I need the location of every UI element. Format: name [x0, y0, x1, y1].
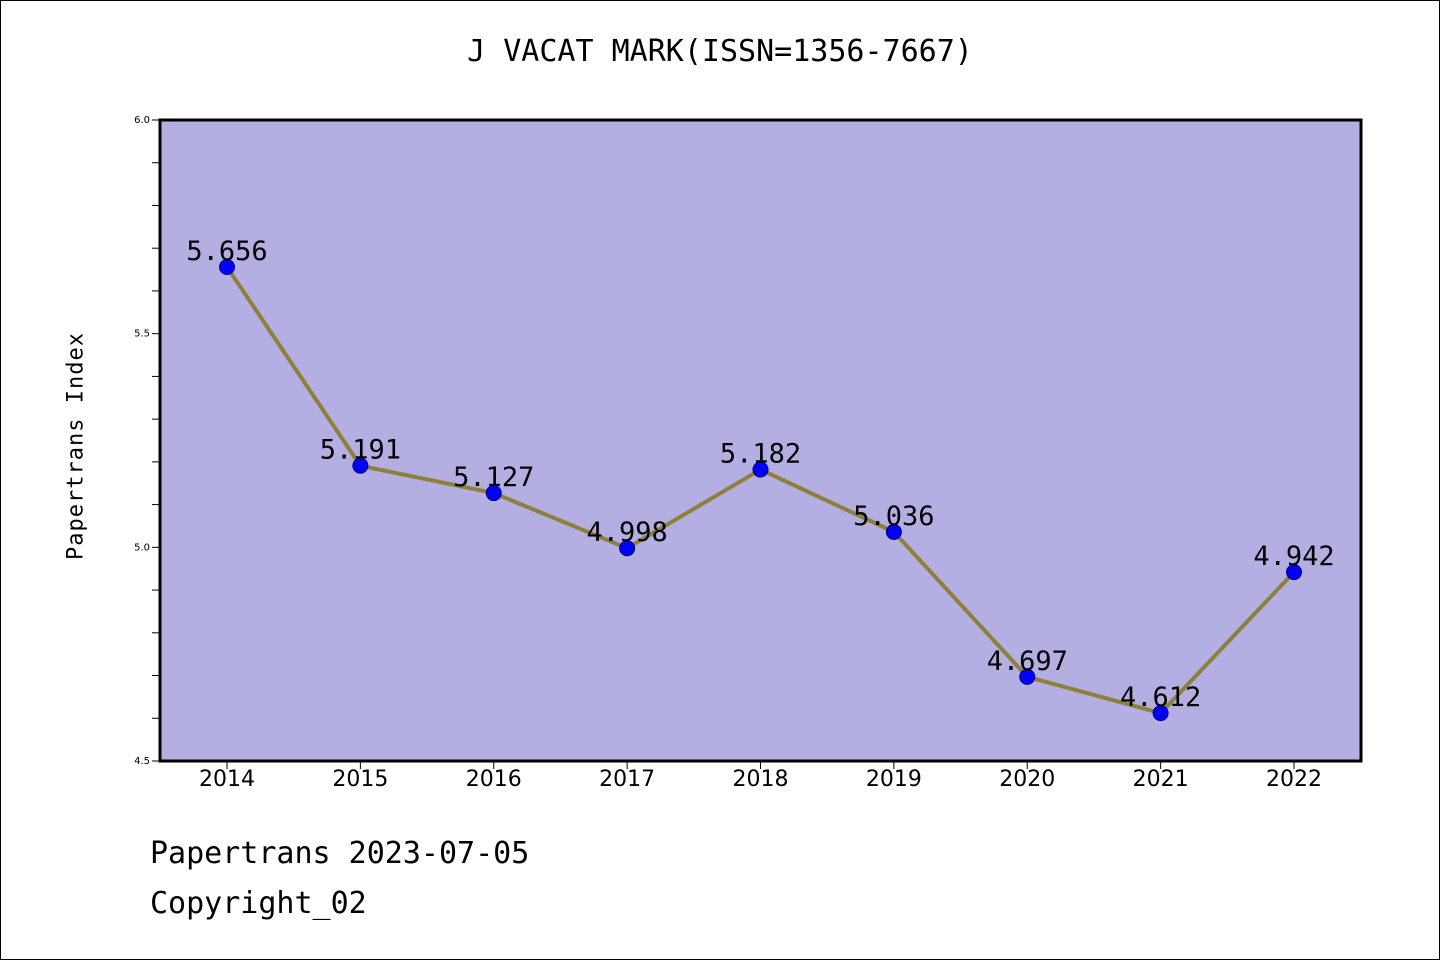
y-axis-ticks: 4.5 5.0 5.5 6.0	[134, 115, 160, 767]
data-label: 5.656	[186, 236, 267, 267]
data-point	[352, 457, 369, 474]
y-tick-label: 5.5	[134, 329, 150, 340]
x-tick-label: 2020	[999, 767, 1055, 792]
chart-title: J VACAT MARK(ISSN=1356-7667)	[467, 34, 973, 69]
x-tick-label: 2014	[199, 767, 255, 792]
x-tick-label: 2016	[466, 767, 522, 792]
data-label: 5.182	[720, 439, 801, 470]
x-tick-label: 2017	[599, 767, 655, 792]
data-label: 4.998	[586, 517, 667, 548]
data-point	[1019, 668, 1036, 685]
y-tick-label: 4.5	[134, 756, 150, 767]
data-label: 5.191	[320, 435, 401, 466]
x-tick-label: 2021	[1133, 767, 1189, 792]
data-point	[485, 485, 502, 502]
footer-date: Papertrans 2023-07-05	[150, 836, 530, 871]
data-label: 5.127	[453, 462, 534, 493]
data-point	[1286, 564, 1302, 581]
data-labels: 5.656 5.191 5.127 4.998 5.182 5.036 4.697 4.612…	[186, 236, 1334, 713]
x-tick-label: 2018	[733, 767, 789, 792]
data-label: 4.612	[1120, 682, 1201, 713]
plot-area	[160, 120, 1361, 761]
footer-copyright: Copyright_02	[150, 886, 367, 921]
x-tick-label: 2022	[1266, 767, 1322, 792]
x-tick-label: 2019	[866, 767, 922, 792]
plot-border	[158, 118, 1363, 763]
data-point	[619, 540, 636, 557]
y-tick-label: 6.0	[134, 115, 150, 126]
data-markers	[219, 259, 1302, 722]
x-tick-label: 2015	[332, 767, 388, 792]
data-point	[1152, 705, 1169, 722]
data-point	[885, 523, 902, 540]
data-point	[219, 259, 235, 276]
data-label: 4.697	[987, 646, 1068, 677]
data-point	[752, 461, 769, 478]
data-label: 5.036	[853, 501, 934, 532]
x-axis-ticks: 2014 2015 2016 2017 2018 2019 2020 2021 2022	[199, 761, 1322, 792]
y-tick-label: 5.0	[134, 542, 150, 553]
data-label: 4.942	[1253, 541, 1334, 572]
